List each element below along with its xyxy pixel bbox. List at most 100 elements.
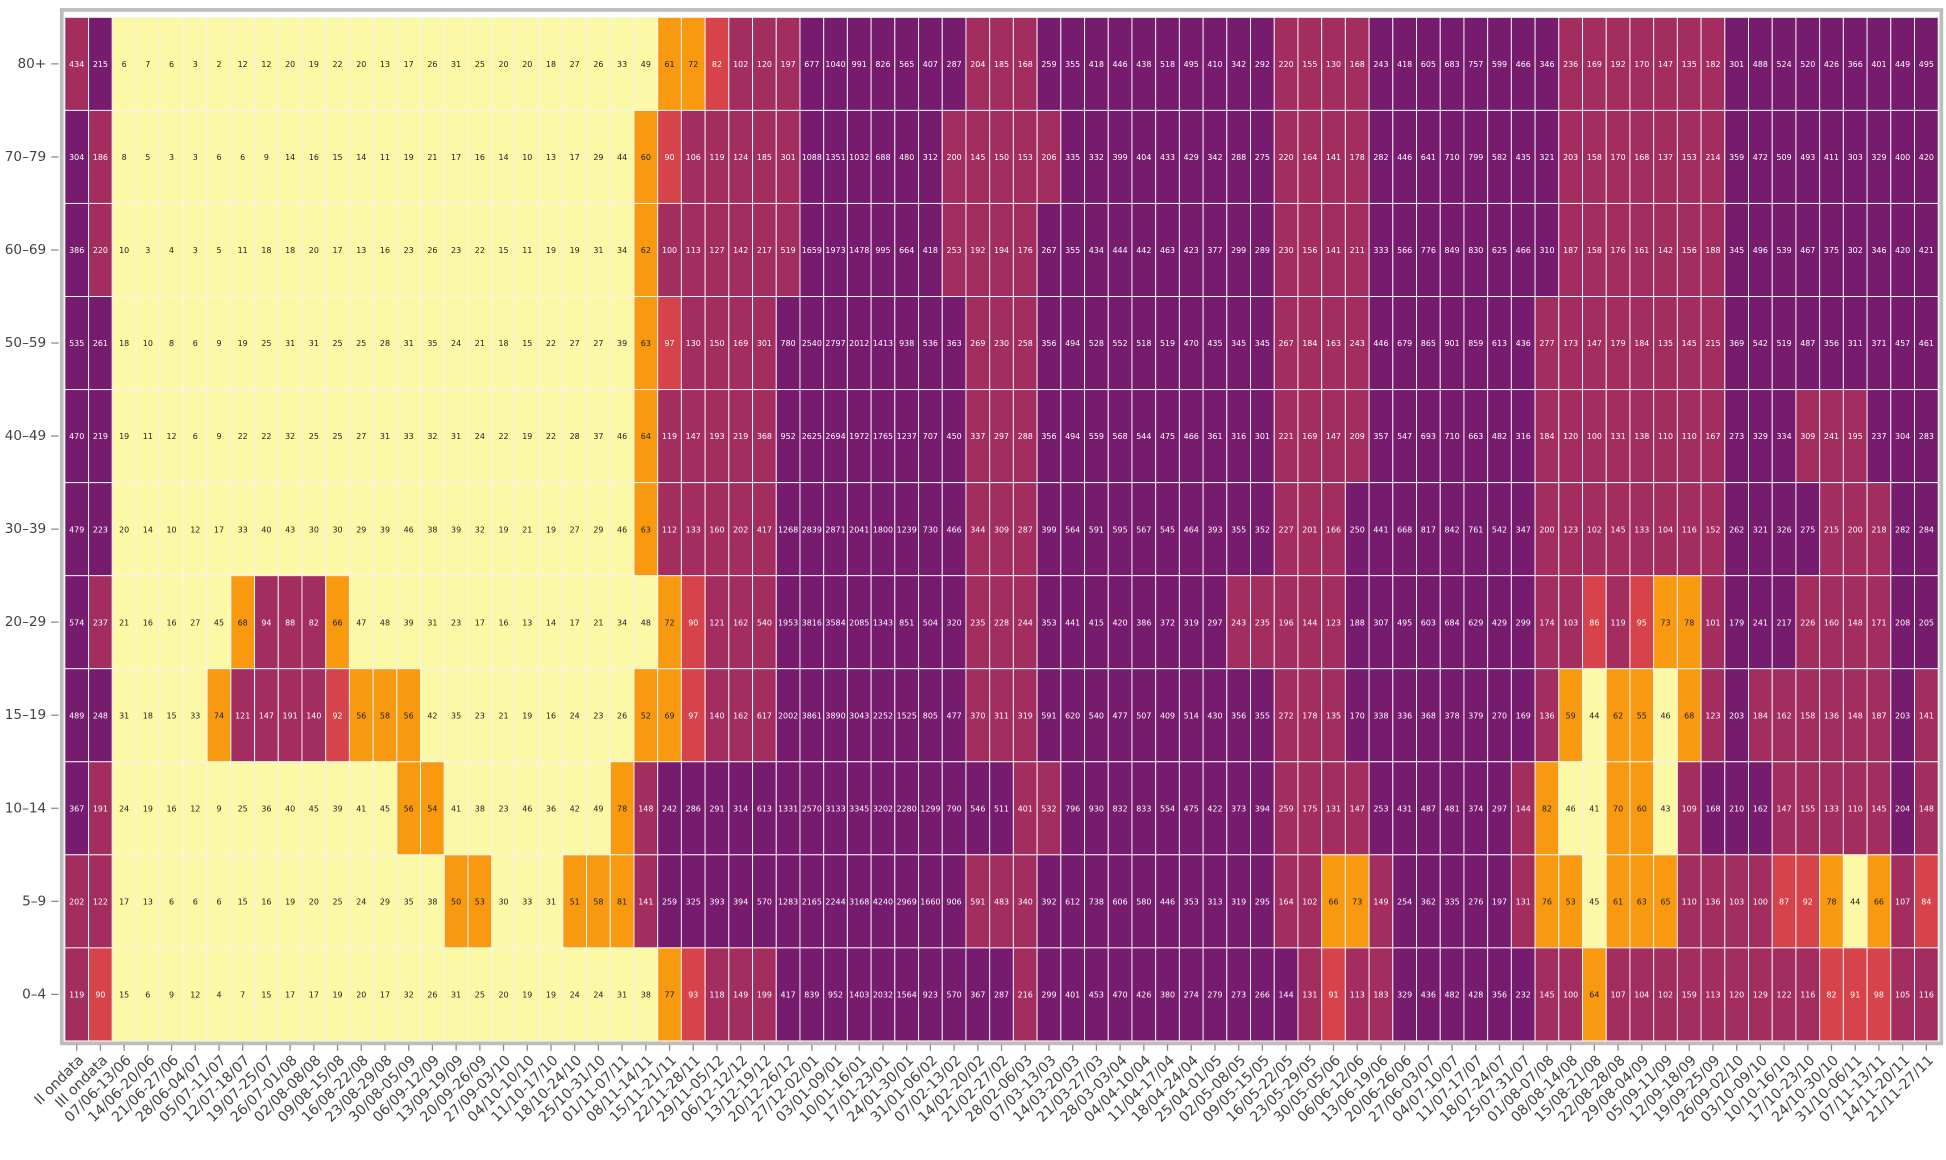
cell-value-label: 693	[1421, 432, 1436, 441]
cell-value-label: 26	[617, 711, 627, 720]
cell-value-label: 20	[309, 897, 319, 906]
cell-value-label: 220	[1279, 60, 1294, 69]
cell-value-label: 156	[1302, 246, 1317, 255]
cell-value-label: 16	[380, 246, 390, 255]
cell-value-label: 21	[498, 711, 508, 720]
cell-value-label: 39	[404, 618, 414, 627]
cell-value-label: 3	[193, 246, 198, 255]
cell-value-label: 214	[1705, 153, 1720, 162]
cell-value-label: 18	[285, 246, 295, 255]
cell-value-label: 124	[733, 153, 748, 162]
cell-value-label: 100	[1753, 897, 1768, 906]
cell-value-label: 313	[1207, 897, 1222, 906]
cell-value-label: 15	[238, 897, 248, 906]
cell-value-label: 332	[1089, 153, 1104, 162]
cell-value-label: 438	[1136, 60, 1151, 69]
cell-value-label: 411	[1824, 153, 1839, 162]
cell-value-label: 23	[475, 711, 485, 720]
cell-value-label: 131	[1326, 804, 1341, 813]
cell-value-label: 345	[1255, 339, 1270, 348]
cell-value-label: 817	[1421, 525, 1436, 534]
cell-value-label: 273	[1231, 990, 1246, 999]
cell-value-label: 103	[1729, 897, 1744, 906]
cell-value-label: 184	[1634, 339, 1649, 348]
cell-value-label: 267	[1041, 246, 1056, 255]
cell-value-label: 24	[570, 990, 580, 999]
cell-value-label: 141	[638, 897, 653, 906]
cell-value-label: 10	[119, 246, 129, 255]
cell-value-label: 540	[757, 618, 772, 627]
cell-value-label: 142	[1658, 246, 1673, 255]
cell-value-label: 26	[427, 60, 437, 69]
cell-value-label: 13	[546, 153, 556, 162]
cell-value-label: 208	[1895, 618, 1910, 627]
cell-value-label: 3584	[825, 618, 845, 627]
cell-value-label: 482	[1445, 990, 1460, 999]
cell-value-label: 372	[1160, 618, 1175, 627]
cell-value-label: 565	[899, 60, 914, 69]
cell-value-label: 122	[93, 897, 108, 906]
cell-value-label: 169	[1587, 60, 1602, 69]
cell-value-label: 70	[1613, 804, 1623, 813]
cell-value-label: 31	[617, 990, 627, 999]
cell-value-label: 668	[1397, 525, 1412, 534]
cell-value-label: 19	[238, 339, 248, 348]
cell-value-label: 540	[1089, 711, 1104, 720]
cell-value-label: 39	[380, 525, 390, 534]
cell-value-label: 580	[1136, 897, 1151, 906]
cell-value-label: 299	[1516, 618, 1531, 627]
cell-value-label: 410	[1207, 60, 1222, 69]
cell-value-label: 275	[1800, 525, 1815, 534]
cell-value-label: 337	[970, 432, 985, 441]
cell-value-label: 166	[1326, 525, 1341, 534]
y-tick-label: 80+	[17, 56, 46, 72]
cell-value-label: 204	[1895, 804, 1910, 813]
cell-value-label: 738	[1089, 897, 1104, 906]
cell-value-label: 241	[1824, 432, 1839, 441]
cell-value-label: 442	[1136, 246, 1151, 255]
cell-value-label: 119	[1611, 618, 1626, 627]
cell-value-label: 119	[662, 432, 677, 441]
cell-value-label: 19	[522, 990, 532, 999]
y-tick-label: 5–9	[22, 893, 46, 909]
cell-value-label: 36	[261, 804, 271, 813]
cell-value-label: 31	[451, 60, 461, 69]
cell-value-label: 426	[1824, 60, 1839, 69]
cell-value-label: 25	[309, 432, 319, 441]
cell-value-label: 56	[356, 711, 366, 720]
cell-value-label: 259	[662, 897, 677, 906]
cell-value-label: 12	[190, 525, 200, 534]
cell-value-label: 6	[169, 60, 174, 69]
cell-value-label: 14	[546, 618, 556, 627]
cell-value-label: 420	[1113, 618, 1128, 627]
cell-value-label: 45	[214, 618, 224, 627]
cell-value-label: 105	[1895, 990, 1910, 999]
cell-value-label: 16	[309, 153, 319, 162]
cell-value-label: 564	[1065, 525, 1080, 534]
cell-value-label: 282	[1895, 525, 1910, 534]
cell-value-label: 446	[1373, 339, 1388, 348]
cell-value-label: 175	[1302, 804, 1317, 813]
cell-value-label: 133	[1634, 525, 1649, 534]
cell-value-label: 215	[93, 60, 108, 69]
cell-value-label: 299	[1231, 246, 1246, 255]
cell-value-label: 417	[757, 525, 772, 534]
cell-value-label: 34	[617, 618, 627, 627]
cell-value-label: 62	[1613, 711, 1623, 720]
cell-value-label: 95	[1637, 618, 1647, 627]
cell-value-label: 851	[899, 618, 914, 627]
cell-value-label: 542	[1753, 339, 1768, 348]
cell-value-label: 25	[333, 432, 343, 441]
cell-value-label: 183	[1373, 990, 1388, 999]
cell-value-label: 110	[1682, 897, 1697, 906]
cell-value-label: 10	[143, 339, 153, 348]
cell-value-label: 93	[688, 990, 698, 999]
cell-value-label: 145	[1871, 804, 1886, 813]
cell-value-label: 185	[757, 153, 772, 162]
cell-value-label: 178	[1302, 711, 1317, 720]
cell-value-label: 194	[994, 246, 1009, 255]
cell-value-label: 519	[1777, 339, 1792, 348]
cell-value-label: 253	[1373, 804, 1388, 813]
cell-value-label: 167	[1705, 432, 1720, 441]
